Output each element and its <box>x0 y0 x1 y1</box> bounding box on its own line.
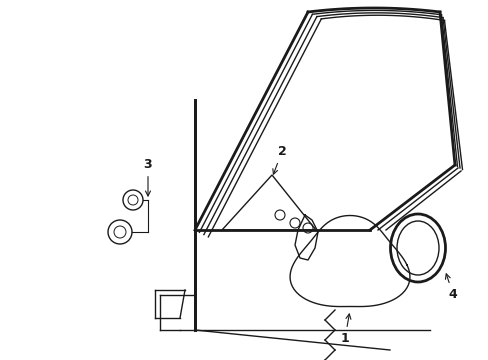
Text: 2: 2 <box>272 145 286 174</box>
Text: 4: 4 <box>445 274 456 301</box>
Text: 3: 3 <box>143 158 152 196</box>
Text: 1: 1 <box>340 314 350 345</box>
